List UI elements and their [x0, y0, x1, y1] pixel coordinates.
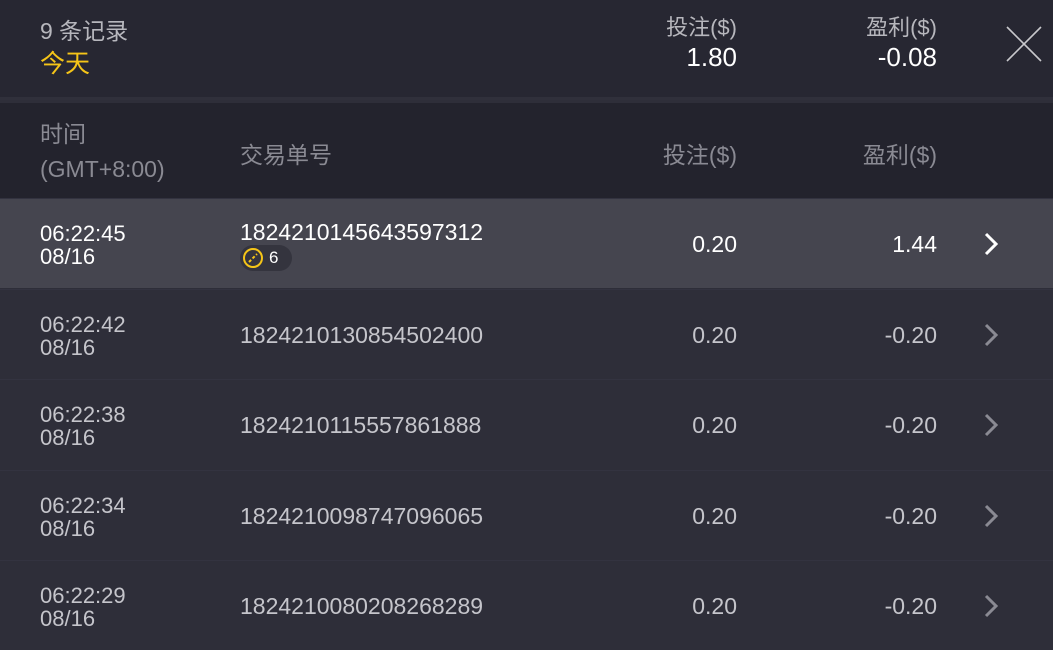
table-header: 时间 (GMT+8:00) 交易单号 投注($) 盈利($): [0, 103, 1053, 198]
chevron-right-icon[interactable]: [982, 322, 1000, 348]
table-row[interactable]: 06:22:38 08/16 1824210115557861888 0.20 -…: [0, 379, 1053, 469]
table-row[interactable]: 06:22:45 08/16 1824210145643597312 6 0.20…: [0, 198, 1053, 288]
date-value: 08/16: [40, 606, 96, 631]
date-value: 08/16: [40, 515, 96, 541]
period-filter[interactable]: 今天: [40, 50, 91, 78]
profit-summary-value: -0.08: [877, 42, 937, 72]
date-value: 08/16: [40, 244, 96, 269]
summary-header: 9 条记录 今天 投注($) 1.80 盈利($) -0.08: [0, 0, 1053, 100]
chevron-right-icon[interactable]: [982, 503, 1000, 529]
profit-summary-label: 盈利($): [866, 15, 937, 40]
chevron-right-icon[interactable]: [982, 412, 1000, 438]
time-value: 06:22:29: [40, 583, 126, 608]
stake-summary-label: 投注($): [666, 15, 737, 40]
row-time: 06:22:45 08/16: [40, 222, 126, 268]
col-timezone: (GMT+8:00): [40, 156, 165, 182]
order-id: 1824210115557861888: [240, 412, 482, 438]
row-time: 06:22:38 08/16: [40, 403, 126, 449]
row-profit: -0.20: [884, 321, 937, 348]
date-value: 08/16: [40, 425, 96, 450]
row-time: 06:22:42 08/16: [40, 313, 126, 359]
row-stake: 0.20: [692, 321, 737, 348]
col-profit: 盈利($): [862, 142, 937, 168]
bonus-icon: [243, 248, 263, 268]
row-profit: -0.20: [884, 502, 937, 529]
chevron-right-icon[interactable]: [982, 593, 1000, 619]
chevron-right-icon[interactable]: [982, 231, 1000, 257]
row-stake: 0.20: [692, 593, 737, 619]
order-id: 1824210098747096065: [240, 502, 484, 529]
stake-summary-value: 1.80: [686, 42, 737, 72]
badge-count: 6: [269, 248, 279, 267]
row-profit: -0.20: [884, 412, 937, 438]
time-value: 06:22:45: [40, 221, 126, 246]
time-value: 06:22:38: [40, 402, 126, 427]
order-id: 1824210130854502400: [240, 321, 484, 348]
stake-summary: 投注($) 1.80: [537, 14, 737, 72]
row-stake: 0.20: [692, 502, 737, 529]
order-id: 1824210145643597312: [240, 219, 484, 245]
col-stake: 投注($): [662, 142, 737, 168]
row-profit: -0.20: [884, 593, 937, 619]
table-row[interactable]: 06:22:42 08/16 1824210130854502400 0.20 -…: [0, 288, 1053, 379]
row-time: 06:22:34 08/16: [40, 494, 126, 540]
profit-summary: 盈利($) -0.08: [737, 14, 937, 72]
table-row[interactable]: 06:22:34 08/16 1824210098747096065 0.20 -…: [0, 469, 1053, 560]
order-id: 1824210080208268289: [240, 593, 484, 619]
row-stake: 0.20: [692, 412, 737, 438]
col-order-id: 交易单号: [240, 142, 332, 168]
col-time: 时间: [40, 121, 86, 147]
row-stake: 0.20: [692, 231, 737, 257]
date-value: 08/16: [40, 334, 96, 360]
close-icon[interactable]: [1005, 25, 1043, 63]
row-profit: 1.44: [892, 231, 937, 257]
free-spin-badge: 6: [240, 245, 293, 271]
row-time: 06:22:29 08/16: [40, 584, 126, 630]
time-value: 06:22:34: [40, 492, 126, 518]
time-value: 06:22:42: [40, 311, 126, 337]
table-row[interactable]: 06:22:29 08/16 1824210080208268289 0.20 -…: [0, 560, 1053, 650]
record-count: 9 条记录: [40, 18, 129, 44]
